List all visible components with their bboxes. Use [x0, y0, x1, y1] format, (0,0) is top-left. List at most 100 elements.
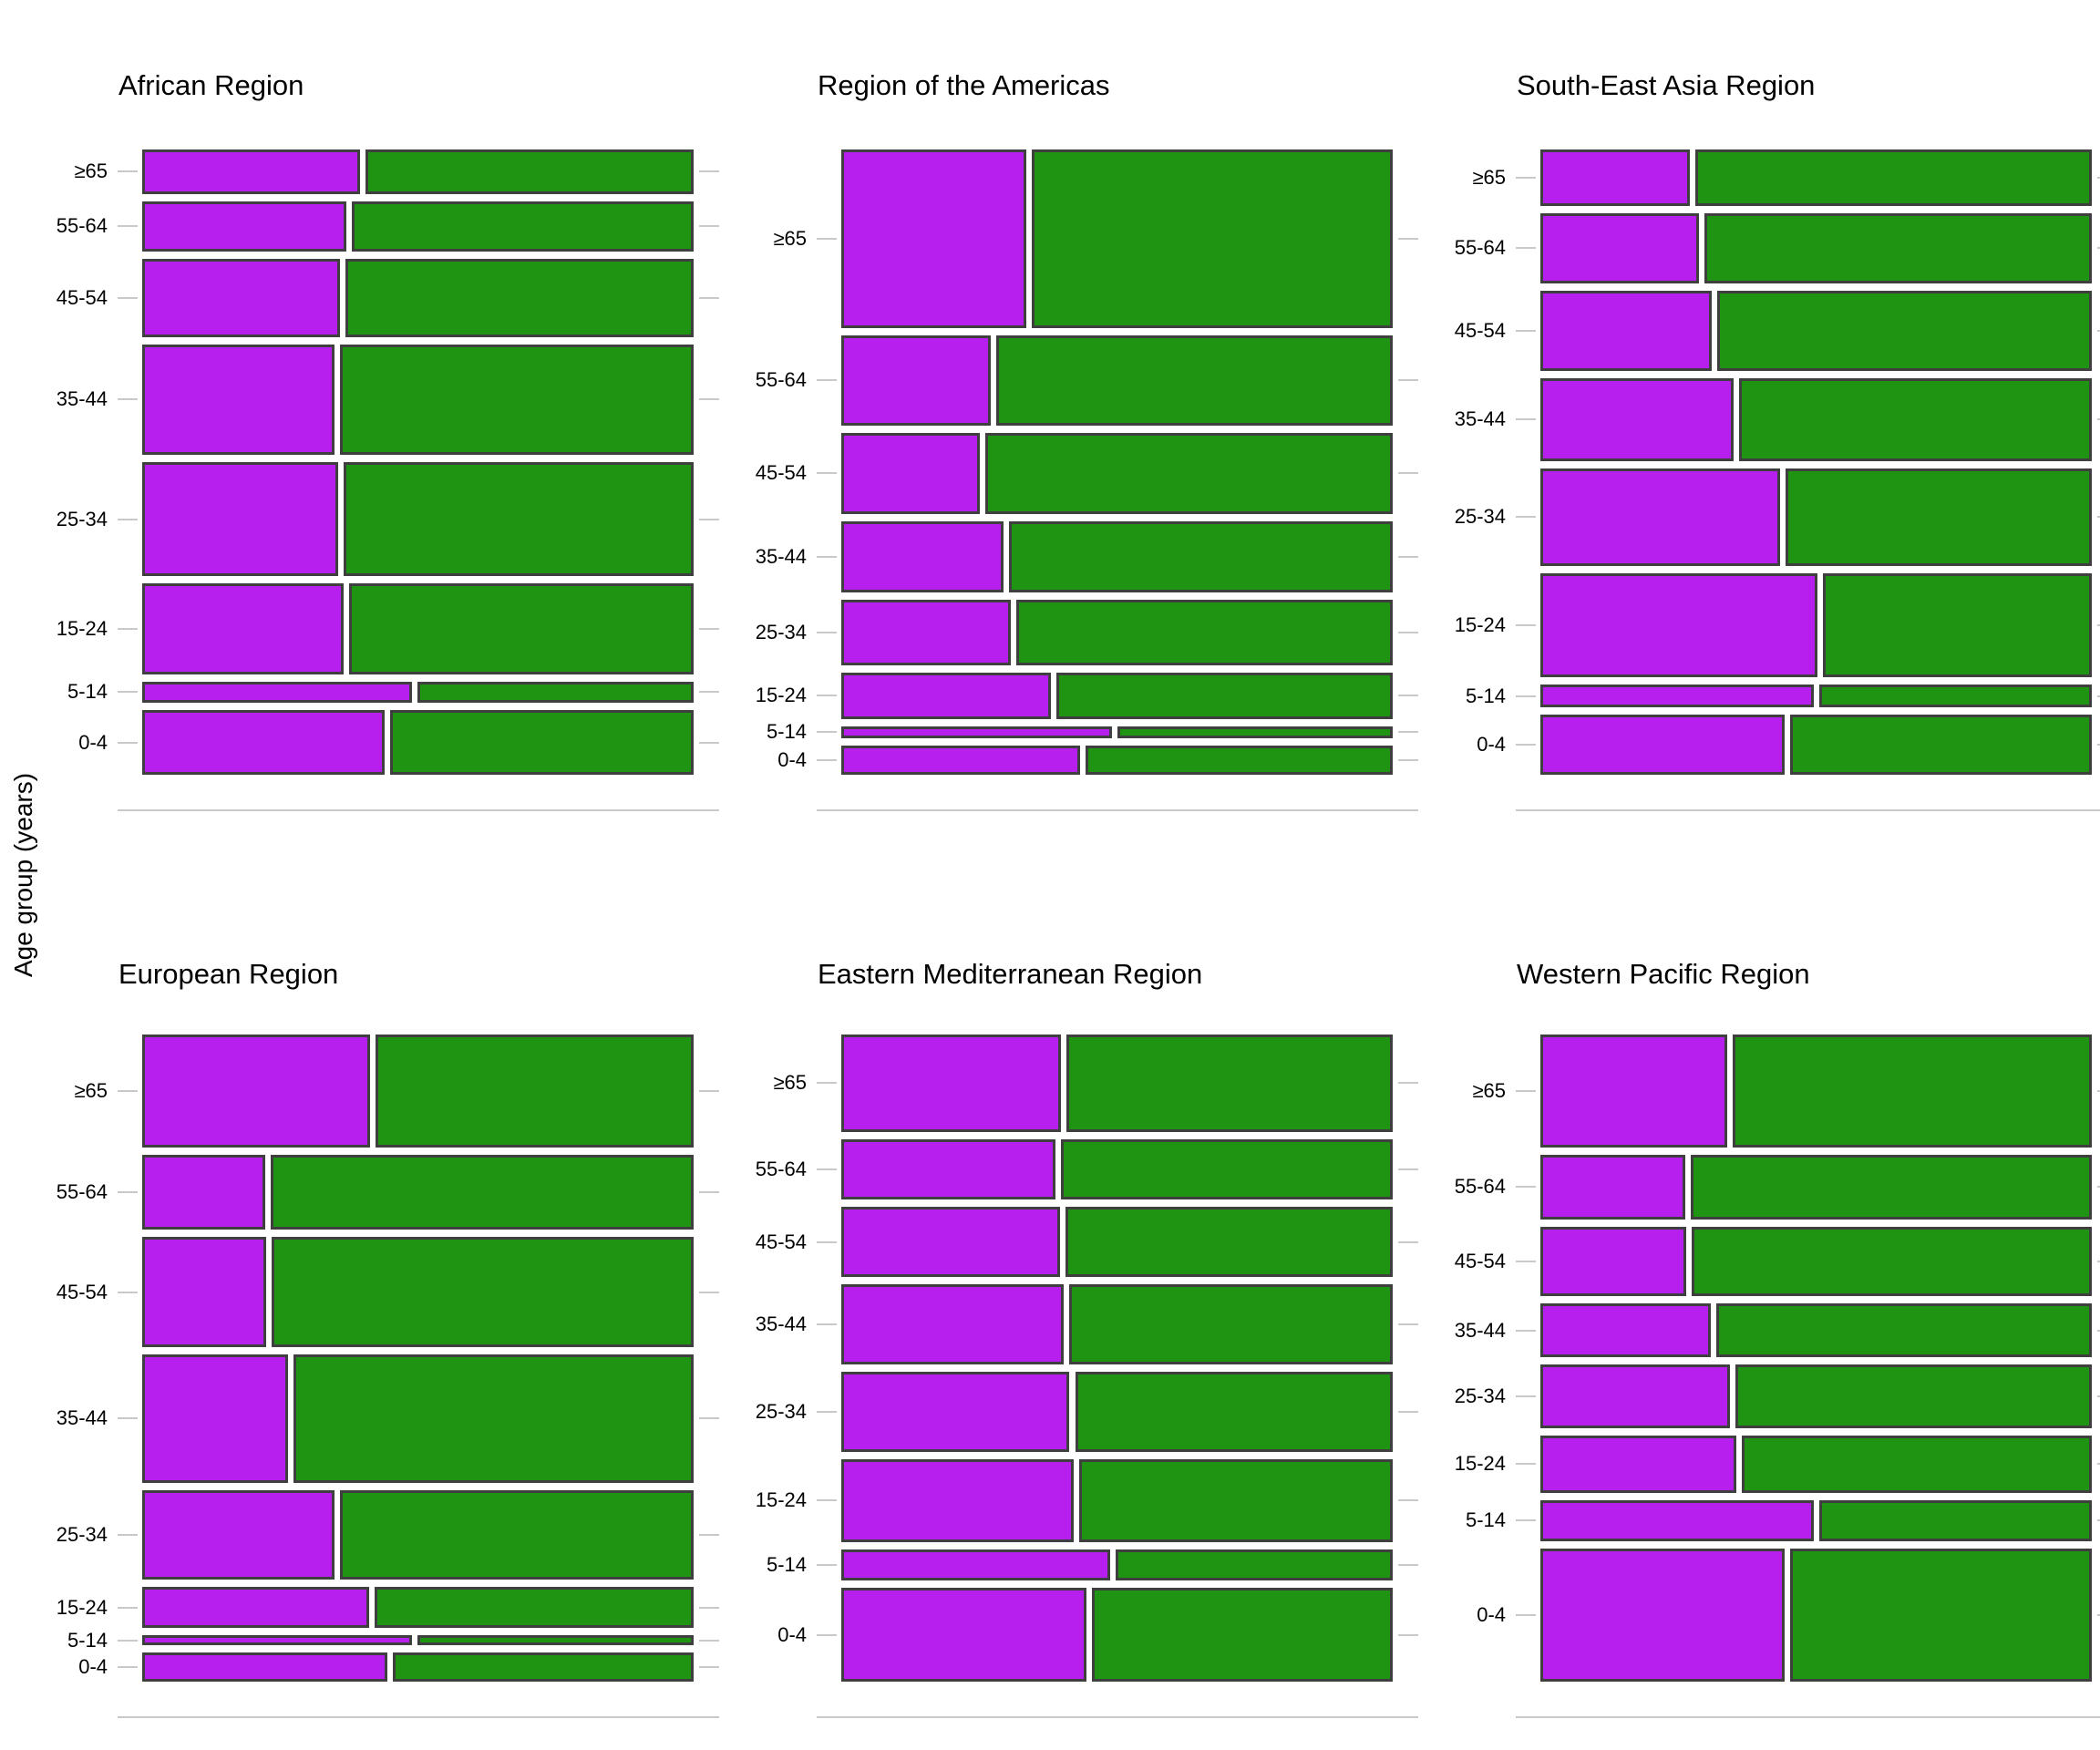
mosaic-row: 15-24 — [57, 582, 719, 674]
y-tick-label: 45-54 — [56, 1280, 108, 1303]
purple-segment — [841, 672, 1051, 719]
mosaic-row: 45-54 — [1455, 290, 2100, 372]
y-tick-mark-right — [1398, 1499, 1418, 1502]
y-tick-mark-left — [118, 691, 138, 694]
y-tick-mark-right — [699, 1090, 719, 1093]
mosaic-row: 15-24 — [1455, 1435, 2100, 1494]
mosaic-row: ≥65 — [773, 149, 1418, 328]
y-tick-label: 35-44 — [56, 1406, 108, 1430]
y-tick-mark-left — [118, 225, 138, 228]
y-tick-mark-left — [817, 1168, 837, 1170]
mosaic-row: 55-64 — [1455, 1154, 2100, 1220]
purple-segment — [142, 462, 338, 576]
green-segment — [272, 1237, 694, 1347]
y-tick-mark-left — [118, 1191, 138, 1194]
y-tick-mark-right — [699, 1606, 719, 1609]
y-tick-mark-right — [1398, 237, 1418, 240]
green-segment — [1117, 726, 1393, 738]
y-tick-mark-left — [1516, 1395, 1536, 1397]
green-segment — [345, 258, 694, 337]
purple-segment — [142, 1489, 335, 1580]
x-axis-line — [817, 809, 1418, 811]
purple-segment — [1540, 685, 1815, 708]
mosaic-row: 15-24 — [57, 1586, 719, 1629]
green-segment — [417, 1635, 694, 1645]
mosaic-row: 45-54 — [1455, 1226, 2100, 1297]
y-tick-label: 55-64 — [56, 214, 108, 238]
purple-segment — [1540, 1226, 1686, 1297]
y-tick-mark-right — [699, 1291, 719, 1293]
y-tick-mark-right — [2097, 1186, 2100, 1189]
mosaic-row: 55-64 — [1455, 213, 2100, 283]
y-tick-label: 5-14 — [67, 1628, 108, 1652]
y-tick-label: 35-44 — [56, 387, 108, 411]
y-tick-label: 25-34 — [56, 1522, 108, 1546]
mosaic-row: 5-14 — [767, 1549, 1418, 1581]
panel-title: Eastern Mediterranean Region — [818, 958, 1203, 990]
purple-segment — [841, 1138, 1055, 1199]
y-tick-mark-left — [1516, 247, 1536, 250]
y-tick-label: 5-14 — [1465, 684, 1506, 707]
mosaic-row: 45-54 — [756, 1206, 1418, 1278]
panel-title: European Region — [118, 958, 339, 990]
green-segment — [351, 201, 694, 252]
y-tick-mark-right — [699, 741, 719, 744]
mosaic-row: 0-4 — [78, 1652, 719, 1682]
y-tick-mark-left — [1516, 695, 1536, 697]
purple-segment — [1540, 1548, 1786, 1682]
y-tick-mark-left — [118, 296, 138, 299]
mosaic-row: 55-64 — [57, 1155, 719, 1230]
y-tick-mark-right — [2097, 695, 2100, 697]
purple-segment — [1540, 468, 1780, 566]
green-segment — [1790, 1548, 2092, 1682]
mosaic-row: 45-54 — [756, 432, 1418, 514]
y-tick-mark-right — [2097, 516, 2100, 519]
y-tick-mark-right — [2097, 1613, 2100, 1616]
y-tick-mark-right — [699, 170, 719, 173]
y-tick-mark-right — [699, 398, 719, 401]
mosaic-row: 5-14 — [1466, 685, 2100, 708]
purple-segment — [142, 710, 386, 776]
green-segment — [1065, 1206, 1393, 1278]
y-tick-mark-right — [699, 518, 719, 520]
green-segment — [343, 462, 694, 576]
mosaic-row: 0-4 — [78, 710, 719, 776]
purple-segment — [142, 1586, 369, 1629]
purple-segment — [841, 520, 1004, 592]
y-tick-label: 15-24 — [1454, 612, 1506, 636]
y-tick-label: 5-14 — [766, 1553, 807, 1576]
y-tick-label: 15-24 — [755, 1488, 807, 1512]
y-tick-label: 45-54 — [1454, 1250, 1506, 1273]
y-tick-label: 25-34 — [1454, 1384, 1506, 1407]
y-tick-mark-right — [699, 1533, 719, 1536]
x-axis-line — [817, 1716, 1418, 1718]
y-tick-mark-left — [817, 731, 837, 734]
y-tick-mark-left — [118, 1090, 138, 1093]
y-axis-title: Age group (years) — [9, 772, 37, 978]
y-tick-mark-right — [699, 1191, 719, 1194]
mosaic-row: 5-14 — [67, 680, 719, 704]
y-tick-mark-right — [2097, 744, 2100, 746]
green-segment — [1068, 1284, 1393, 1365]
green-segment — [984, 432, 1393, 514]
mosaic-row: 25-34 — [756, 599, 1418, 665]
y-tick-mark-left — [817, 379, 837, 382]
y-tick-label: 0-4 — [78, 1654, 108, 1678]
green-segment — [1694, 149, 2092, 207]
mosaic-row: 55-64 — [57, 201, 719, 252]
x-axis-line — [118, 809, 719, 811]
y-tick-mark-left — [118, 1665, 138, 1668]
y-tick-mark-right — [1398, 631, 1418, 633]
purple-segment — [841, 745, 1080, 775]
y-tick-mark-right — [699, 296, 719, 299]
y-tick-label: ≥65 — [1472, 166, 1506, 190]
y-tick-mark-left — [118, 518, 138, 520]
mosaic-row: 35-44 — [756, 1284, 1418, 1365]
green-segment — [365, 149, 694, 194]
purple-segment — [142, 681, 413, 704]
purple-segment — [1540, 572, 1817, 678]
y-tick-label: 25-34 — [755, 1399, 807, 1423]
y-tick-mark-left — [118, 1417, 138, 1420]
panel-title: Region of the Americas — [818, 69, 1110, 101]
mosaic-plot: ≥65 55-64 45-54 35-44 25-34 15-24 5-14 0-4 — [1455, 1035, 2100, 1718]
